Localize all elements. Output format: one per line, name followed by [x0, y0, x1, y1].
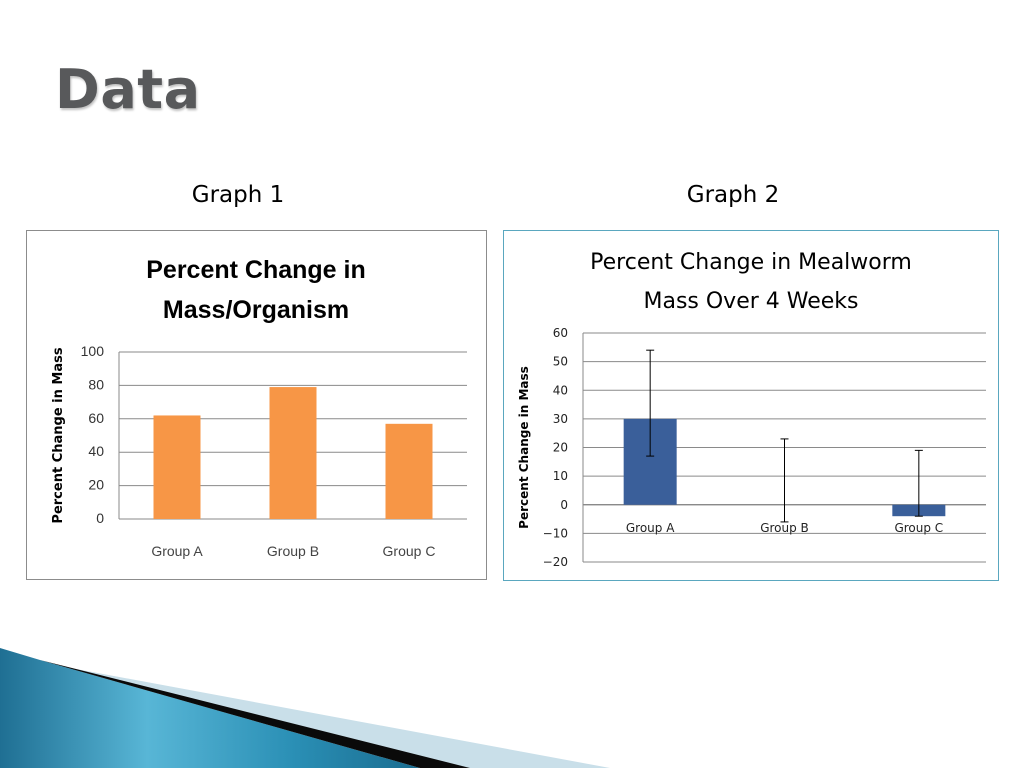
y-axis-label: Percent Change in Mass	[51, 347, 66, 523]
y-tick-label: 10	[553, 469, 568, 483]
y-tick-label: 30	[553, 412, 568, 426]
x-tick-label: Group B	[760, 521, 809, 535]
graph-1-frame: Percent Change in Mass/Organism 0 20 40 60 80 1…	[26, 230, 487, 580]
graph-2-caption: Graph 2	[686, 182, 780, 208]
y-tick-label: 80	[88, 376, 104, 392]
swoosh-light-band	[40, 666, 610, 768]
chart-title: Mass/Organism	[163, 296, 349, 324]
y-tick-label: 40	[88, 443, 104, 459]
y-tick-label: 20	[553, 441, 568, 455]
y-tick-label: 50	[553, 355, 568, 369]
x-tick-label: Group A	[626, 521, 675, 535]
x-tick-label: Group B	[267, 543, 319, 559]
chart-title: Percent Change in	[146, 256, 366, 284]
x-tick-label: Group C	[383, 543, 436, 559]
slide-title: Data	[55, 58, 201, 121]
y-tick-label: 100	[81, 343, 105, 359]
chart-title: Percent Change in Mealworm	[590, 250, 912, 275]
x-tick-label: Group A	[151, 543, 203, 559]
y-tick-label: 20	[88, 477, 104, 493]
decorative-swoosh	[0, 648, 610, 768]
y-axis-label: Percent Change in Mass	[517, 366, 531, 529]
y-tick-label: 60	[88, 410, 104, 426]
graph-1-caption: Graph 1	[191, 182, 285, 208]
y-tick-label: 60	[553, 326, 568, 340]
bar	[269, 387, 317, 519]
bar	[153, 415, 201, 519]
y-tick-label: 0	[96, 510, 104, 526]
y-tick-label: −20	[543, 555, 568, 569]
y-tick-label: −10	[543, 526, 568, 540]
swoosh-teal-band	[0, 648, 420, 768]
chart-title: Mass Over 4 Weeks	[643, 289, 858, 314]
chart-1: Percent Change in Mass/Organism 0 20 40 60 80 1…	[51, 256, 467, 559]
swoosh-black-band	[40, 660, 470, 768]
y-tick-label: 0	[560, 498, 568, 512]
graph-2-frame: Percent Change in Mealworm Mass Over 4 We…	[503, 230, 999, 581]
y-tick-label: 40	[553, 383, 568, 397]
bar	[385, 423, 433, 519]
chart-2: Percent Change in Mealworm Mass Over 4 We…	[517, 250, 986, 569]
x-tick-label: Group C	[894, 521, 943, 535]
